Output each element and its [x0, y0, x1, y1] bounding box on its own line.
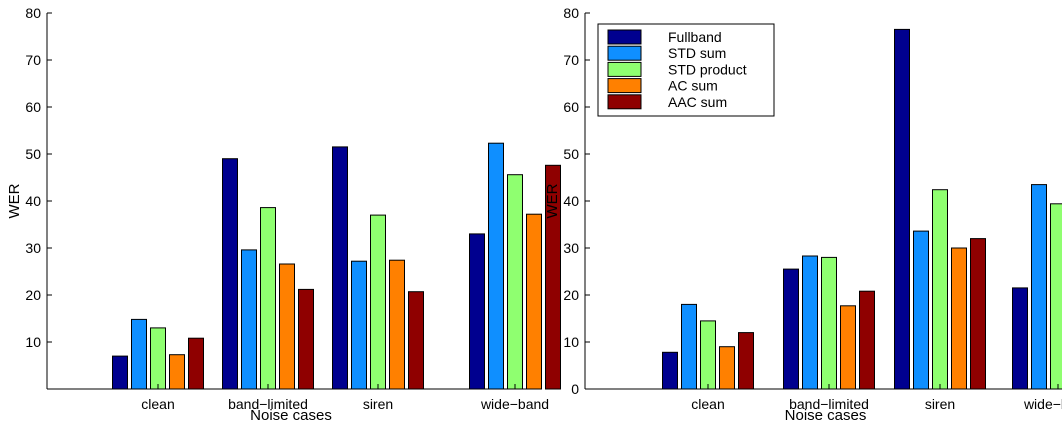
bar-4-2 [840, 305, 856, 390]
y-axis-label: WER [6, 183, 23, 218]
y-tick-label: 0 [571, 381, 579, 397]
y-tick-label: 70 [25, 52, 41, 68]
bar-3-3 [370, 214, 386, 390]
x-tick-label: band−limited [228, 396, 308, 412]
y-tick-label: 60 [25, 99, 41, 115]
legend-swatch-3 [607, 61, 642, 77]
bar-3-2 [821, 256, 837, 390]
y-tick-label: 40 [25, 193, 41, 209]
bar-1-1 [112, 355, 128, 390]
bar-5-3 [408, 291, 424, 390]
y-tick-label: 50 [25, 146, 41, 162]
y-tick-label: 30 [563, 240, 579, 256]
bar-1-2 [783, 268, 799, 390]
legend-label-3: STD product [668, 61, 747, 77]
bar-1-4 [469, 233, 485, 390]
x-tick-label: clean [141, 396, 174, 412]
bar-3-1 [700, 320, 716, 390]
bar-2-1 [131, 318, 147, 390]
legend-swatch-1 [607, 29, 642, 45]
bar-2-4 [488, 142, 504, 390]
y-tick-label: 60 [563, 99, 579, 115]
x-tick-label: siren [363, 396, 393, 412]
bar-1-2 [222, 158, 238, 390]
bar-5-3 [970, 238, 986, 390]
legend-label-5: AAC sum [668, 94, 727, 110]
bar-5-2 [859, 290, 875, 390]
bar-5-4 [545, 164, 561, 390]
y-tick-label: 20 [25, 287, 41, 303]
bar-2-2 [802, 255, 818, 390]
bar-4-2 [279, 263, 295, 390]
bar-2-1 [681, 303, 697, 390]
bar-5-1 [188, 337, 204, 390]
bar-3-4 [507, 174, 523, 390]
bar-3-4 [1050, 203, 1062, 390]
bar-2-3 [351, 260, 367, 390]
y-tick-label: 80 [25, 5, 41, 21]
bar-4-1 [169, 354, 185, 390]
y-tick-label: 80 [563, 5, 579, 21]
bar-4-3 [951, 247, 967, 390]
legend-label-1: Fullband [668, 29, 722, 45]
bar-2-3 [913, 230, 929, 390]
x-tick-label: band−limited [789, 396, 869, 412]
bar-5-1 [738, 332, 754, 390]
x-tick-label: clean [691, 396, 724, 412]
bar-2-4 [1031, 184, 1047, 390]
bar-1-1 [662, 351, 678, 390]
x-tick-label: wide−band [480, 396, 549, 412]
legend-swatch-2 [607, 45, 642, 61]
bar-1-4 [1012, 287, 1028, 390]
x-tick-label: siren [925, 396, 955, 412]
chart-panel-1: 10 20 30 40 50 60 70 80 clean band−limited siren wi… [6, 5, 561, 424]
bar-4-3 [389, 259, 405, 390]
bar-5-2 [298, 288, 314, 390]
bar-4-1 [719, 346, 735, 390]
chart-panel-2: 0 10 20 30 40 50 60 70 80 clean band−limited siren w… [544, 5, 1062, 424]
y-axis-label: WER [544, 183, 561, 218]
x-axis-label: Noise cases [250, 407, 332, 424]
bar-2-2 [241, 249, 257, 390]
y-tick-label: 30 [25, 240, 41, 256]
bar-3-2 [260, 207, 276, 390]
legend-label-2: STD sum [668, 45, 726, 61]
y-tick-label: 10 [25, 334, 41, 350]
y-tick-label: 10 [563, 334, 579, 350]
bar-4-4 [526, 213, 542, 390]
y-tick-label: 70 [563, 52, 579, 68]
y-tick-label: 20 [563, 287, 579, 303]
bar-3-1 [150, 327, 166, 390]
x-axis-label: Noise cases [785, 407, 867, 424]
legend-swatch-5 [607, 94, 642, 110]
y-tick-label: 50 [563, 146, 579, 162]
x-tick-label: wide−band [1023, 396, 1062, 412]
legend-swatch-4 [607, 78, 642, 94]
bar-3-3 [932, 189, 948, 390]
bar-1-3 [894, 28, 910, 390]
legend-label-4: AC sum [668, 78, 718, 94]
bar-1-3 [332, 146, 348, 390]
y-tick-label: 40 [563, 193, 579, 209]
